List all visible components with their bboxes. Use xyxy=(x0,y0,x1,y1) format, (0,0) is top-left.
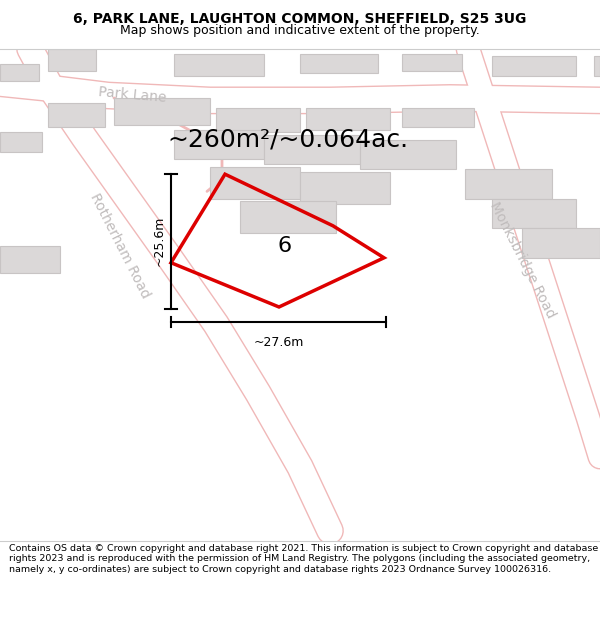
Text: ~27.6m: ~27.6m xyxy=(253,336,304,349)
Text: 6, PARK LANE, LAUGHTON COMMON, SHEFFIELD, S25 3UG: 6, PARK LANE, LAUGHTON COMMON, SHEFFIELD… xyxy=(73,12,527,26)
Text: ~260m²/~0.064ac.: ~260m²/~0.064ac. xyxy=(167,127,409,152)
Polygon shape xyxy=(0,64,39,81)
Polygon shape xyxy=(48,49,96,71)
Polygon shape xyxy=(594,56,600,76)
Polygon shape xyxy=(522,228,600,258)
Polygon shape xyxy=(402,54,462,71)
Polygon shape xyxy=(48,103,105,127)
Text: ~25.6m: ~25.6m xyxy=(152,216,166,266)
Text: Rotherham Road: Rotherham Road xyxy=(88,191,152,301)
Polygon shape xyxy=(0,246,60,272)
Polygon shape xyxy=(300,172,390,204)
Polygon shape xyxy=(465,169,552,199)
Polygon shape xyxy=(492,199,576,228)
Polygon shape xyxy=(240,201,336,233)
Polygon shape xyxy=(210,167,300,199)
Polygon shape xyxy=(114,98,210,125)
Polygon shape xyxy=(300,54,378,73)
Polygon shape xyxy=(174,130,264,159)
Text: Monksbridge Road: Monksbridge Road xyxy=(487,200,557,321)
Polygon shape xyxy=(492,56,576,76)
Polygon shape xyxy=(264,135,360,164)
Polygon shape xyxy=(402,107,474,127)
Text: 6: 6 xyxy=(278,236,292,256)
Text: Park Lane: Park Lane xyxy=(97,86,167,106)
Text: Map shows position and indicative extent of the property.: Map shows position and indicative extent… xyxy=(120,24,480,36)
Polygon shape xyxy=(174,54,264,76)
Polygon shape xyxy=(216,107,300,132)
Text: Contains OS data © Crown copyright and database right 2021. This information is : Contains OS data © Crown copyright and d… xyxy=(9,544,598,574)
Polygon shape xyxy=(0,132,42,152)
Polygon shape xyxy=(360,140,456,169)
Polygon shape xyxy=(306,107,390,130)
